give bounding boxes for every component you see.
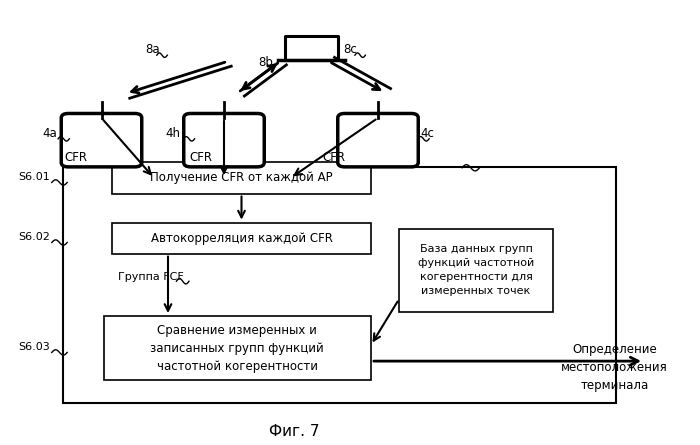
FancyBboxPatch shape [183, 113, 265, 167]
Text: 8a: 8a [146, 43, 160, 57]
Text: 4c: 4c [420, 127, 434, 140]
Text: 8c: 8c [343, 43, 357, 57]
FancyBboxPatch shape [112, 222, 371, 254]
Text: Сравнение измеренных и
записанных групп функций
частотной когерентности: Сравнение измеренных и записанных групп … [150, 324, 324, 373]
Text: Группа FCF: Группа FCF [118, 272, 183, 282]
Text: Автокорреляция каждой CFR: Автокорреляция каждой CFR [150, 231, 332, 245]
Text: CFR: CFR [189, 151, 212, 165]
Text: Фиг. 7: Фиг. 7 [269, 424, 319, 439]
Text: S6.03: S6.03 [19, 342, 50, 352]
FancyBboxPatch shape [62, 113, 141, 167]
Text: Получение CFR от каждой АР: Получение CFR от каждой АР [150, 171, 332, 185]
FancyBboxPatch shape [112, 162, 371, 194]
Text: S6.01: S6.01 [19, 172, 50, 182]
Text: CFR: CFR [322, 151, 345, 165]
Text: База данных групп
функций частотной
когерентности для
измеренных точек: База данных групп функций частотной коге… [418, 244, 534, 296]
FancyBboxPatch shape [104, 316, 371, 380]
Text: 8b: 8b [258, 56, 274, 69]
Text: Определение
местоположения
терминала: Определение местоположения терминала [561, 344, 668, 392]
Text: 4a: 4a [43, 127, 57, 140]
FancyBboxPatch shape [337, 113, 419, 167]
FancyBboxPatch shape [63, 167, 616, 403]
FancyBboxPatch shape [399, 229, 553, 312]
Text: S6.02: S6.02 [18, 232, 50, 242]
Text: 4h: 4h [166, 127, 181, 140]
Text: CFR: CFR [64, 151, 88, 165]
